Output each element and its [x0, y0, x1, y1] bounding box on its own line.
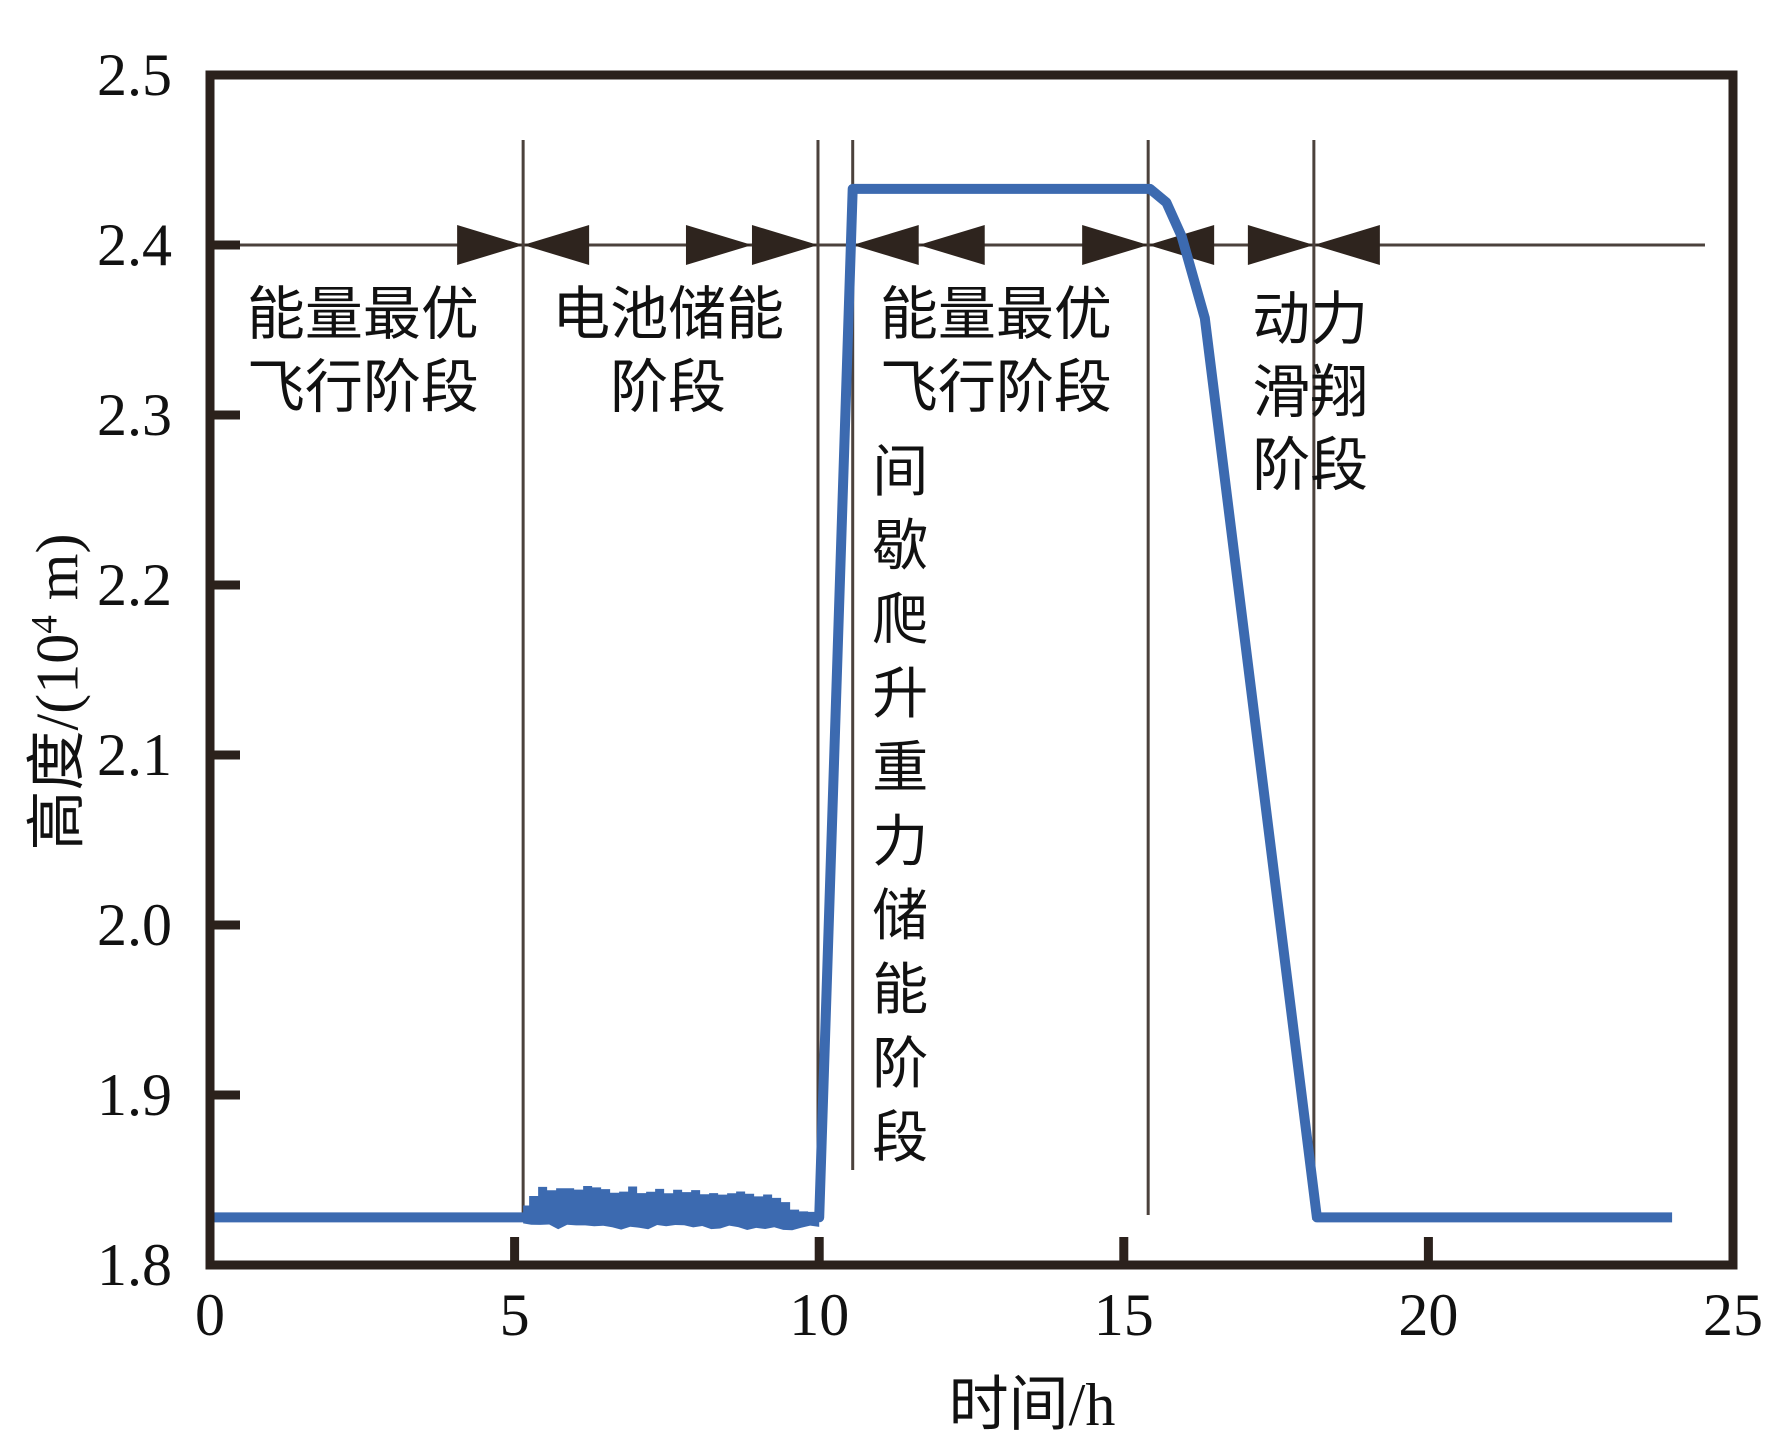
phase-2-line: 电池储能 [552, 282, 785, 347]
phase-5-line: 动力 [1252, 287, 1369, 352]
dimension-arrowhead [852, 225, 919, 265]
x-tick-label: 20 [1398, 1282, 1459, 1348]
y-axis-title-suffix: m) [24, 533, 91, 616]
y-axis-title-prefix: 高度/(10 [24, 633, 91, 851]
phase-3-label: 能量最优 飞行阶段 [880, 278, 1112, 424]
y-tick-label: 2.3 [97, 382, 172, 448]
x-tick-label: 5 [499, 1282, 530, 1348]
x-tick-label: 0 [195, 1282, 225, 1348]
dimension-arrowhead [457, 225, 524, 265]
y-tick-label: 2.4 [97, 212, 172, 278]
phase-4-char: 爬 [872, 590, 929, 652]
phase-4-char: 间 [872, 442, 929, 504]
phase-3-line: 能量最优 [879, 282, 1112, 347]
phase-1-line: 能量最优 [246, 282, 479, 347]
dimension-arrowhead [1247, 225, 1314, 265]
phase-4-char: 阶 [872, 1034, 929, 1096]
altitude-curve [210, 183, 1673, 1223]
dimension-arrowhead [751, 225, 818, 265]
y-tick-label: 2.0 [97, 892, 172, 958]
x-tick-label: 25 [1703, 1282, 1763, 1348]
phase-5-line: 阶段 [1252, 433, 1369, 498]
phase-4-char: 重 [872, 738, 929, 800]
dimension-arrowhead [1313, 225, 1380, 265]
y-tick-label: 2.2 [97, 552, 172, 618]
y-tick-label: 2.1 [97, 722, 172, 788]
phase-3-line: 飞行阶段 [879, 355, 1112, 420]
phase-4-label: 间歇爬升重力储能阶段 [872, 436, 928, 1176]
plot-frame [205, 70, 1738, 1270]
y-tick-label: 1.8 [97, 1232, 172, 1298]
phase-4-char: 歇 [872, 516, 929, 578]
phase-1-line: 飞行阶段 [246, 355, 479, 420]
y-axis-title-superscript: 4 [24, 615, 66, 634]
y-axis-title: 高度/(104 m) [9, 534, 96, 851]
phase-5-label: 动力 滑翔 阶段 [1252, 283, 1368, 502]
phase-4-char: 段 [872, 1108, 929, 1170]
phase-4-char: 能 [872, 960, 929, 1022]
y-tick-label: 1.9 [97, 1062, 172, 1128]
phase-5-line: 滑翔 [1252, 360, 1369, 425]
x-axis-title: 时间/h [948, 1372, 1116, 1437]
x-tick-label: 10 [789, 1282, 850, 1348]
phase-2-label: 电池储能 阶段 [552, 278, 784, 424]
dimension-arrowhead [523, 225, 590, 265]
phase-1-label: 能量最优 飞行阶段 [247, 278, 479, 424]
phase-4-char: 力 [872, 812, 929, 874]
y-tick-label: 2.5 [97, 42, 172, 108]
x-tick-label: 15 [1093, 1282, 1154, 1348]
phase-4-char: 升 [872, 664, 929, 726]
phase-4-char: 储 [872, 886, 929, 948]
dimension-arrowhead [918, 225, 985, 265]
dimension-arrowhead [1082, 225, 1149, 265]
noise-band [523, 1186, 820, 1231]
phase-2-line: 阶段 [610, 355, 727, 420]
dimension-arrowhead [685, 225, 752, 265]
